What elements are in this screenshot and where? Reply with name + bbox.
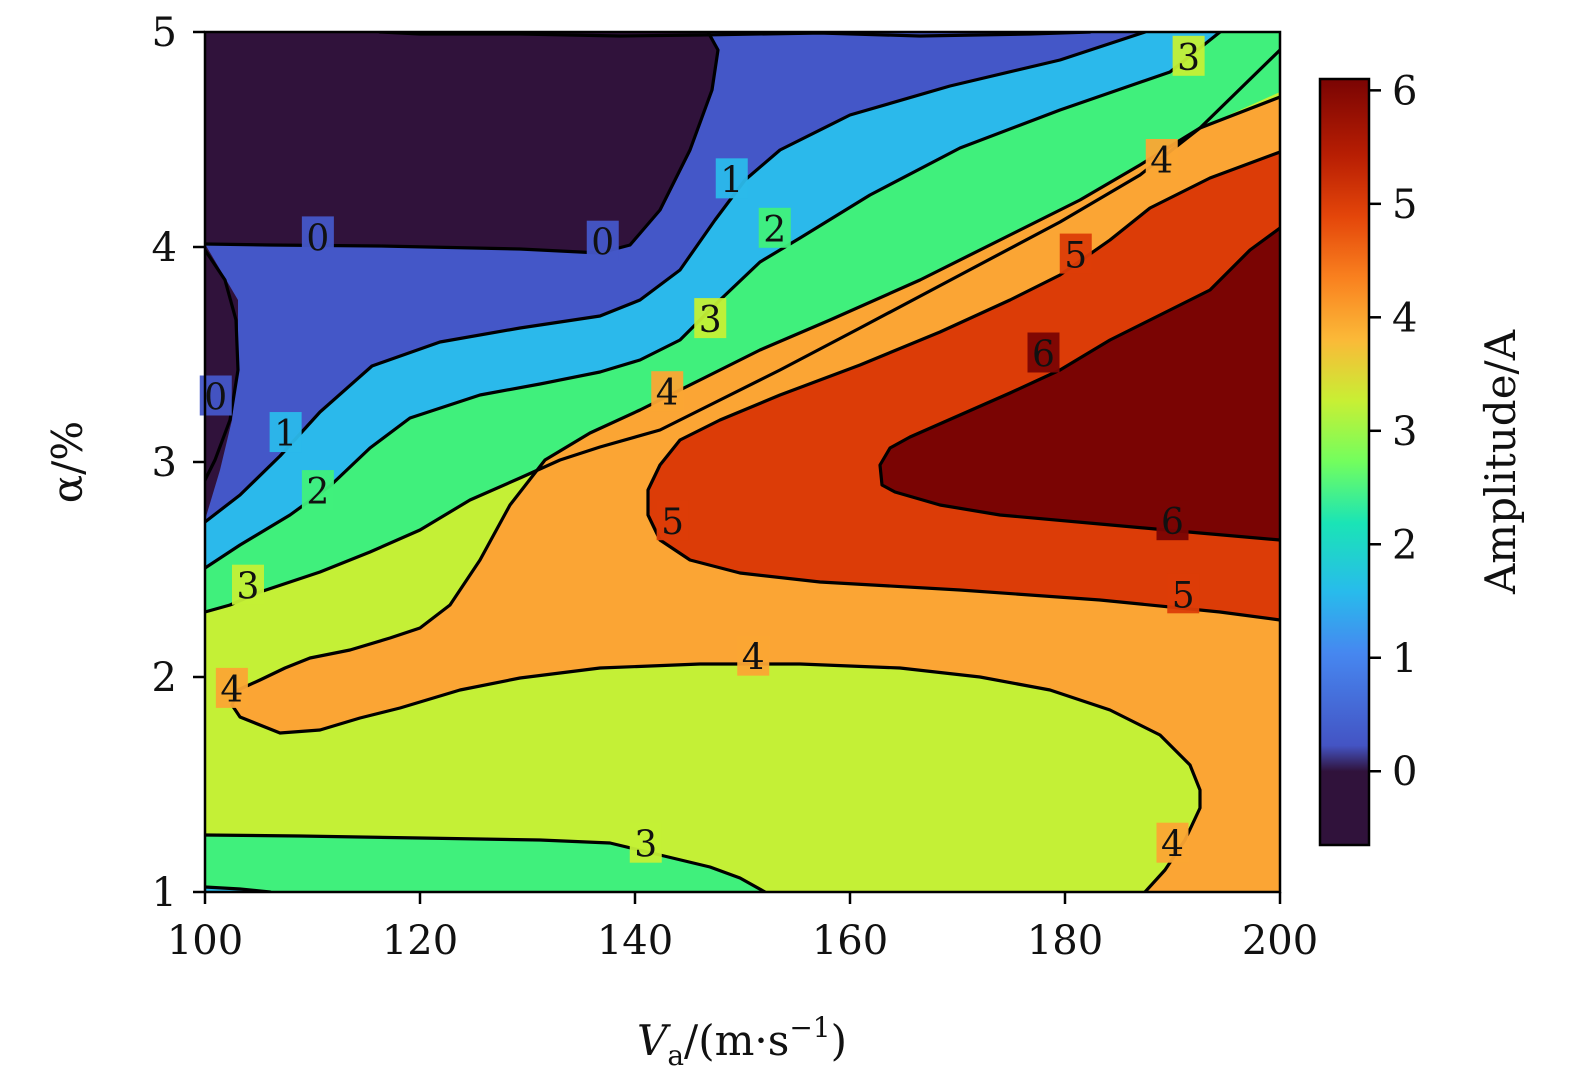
contour-label-14: 4 [1150,141,1173,182]
y-tick-label-1: 2 [152,655,177,701]
contour-label-4: 1 [274,414,297,455]
contour-label-bg-18 [1167,573,1200,614]
contour-line-4-upper [236,95,1280,692]
contour-line-3 [205,48,1280,614]
contour-line-0-top-edge [378,32,1092,38]
x-tick-label-5: 200 [1242,918,1318,964]
contour-label-bg-11 [651,371,684,412]
contour-label-bg-14 [1145,139,1178,179]
contour-label-bg-4 [269,412,302,453]
x-axis-label-sup: −1 [789,1011,830,1044]
x-axis-label-main: V [637,1016,671,1065]
x-axis-label-sub: a [667,1039,684,1072]
contour-label-20: 6 [1161,502,1184,543]
y-tick-label-3: 4 [152,225,177,271]
contour-label-bg-20 [1156,500,1189,541]
colorbar-tick-label-2: 2 [1392,522,1417,568]
colorbar-tick-label-5: 5 [1392,182,1417,228]
contour-label-bg-5 [758,207,791,248]
contour-label-3: 1 [720,160,743,201]
contour-line-0-top [205,32,720,255]
contour-label-bg-17 [1059,233,1092,274]
x-tick-label-1: 120 [382,918,458,964]
contour-line-1 [205,32,1147,524]
contour-label-13: 4 [742,638,765,679]
contour-line-6 [878,226,1280,542]
contour-label-8: 3 [237,567,260,608]
contour-label-bg-7 [694,298,727,339]
contour-label-bg-13 [737,635,770,676]
x-axis-ticks: 100 120 140 160 180 200 [167,892,1318,964]
contour-label-5: 2 [763,210,786,251]
contour-label-bg-19 [1027,332,1060,373]
contour-label-bg-12 [215,667,248,708]
contour-label-bg-9 [1172,35,1205,76]
y-tick-label-2: 3 [152,440,177,486]
band-2-3-bottom [205,835,765,892]
contour-lines [205,32,1280,892]
contour-label-18: 5 [1172,575,1195,616]
contour-label-7: 3 [699,300,722,341]
x-axis-label-close: ) [831,1016,847,1065]
contour-label-bg-8 [232,564,264,605]
contour-line-4-lower [230,662,1202,892]
colorbar-tick-label-3: 3 [1392,409,1417,455]
contour-label-15: 4 [1161,825,1184,866]
colorbar-tick-label-0: 0 [1392,749,1417,795]
contour-label-0: 0 [306,218,329,259]
x-tick-label-0: 100 [167,918,243,964]
colorbar-tick-label-4: 4 [1392,295,1417,341]
contour-label-bg-6 [301,470,334,511]
contour-label-2: 0 [204,378,227,419]
y-tick-label-0: 1 [152,870,177,916]
y-axis-label: α/% [43,421,92,503]
contour-label-6: 2 [306,472,329,513]
colorbar-tick-label-1: 1 [1392,636,1417,682]
contour-line-0-left [205,248,240,482]
colorbar-label: Amplitude/A [1476,329,1525,595]
contour-line-3-bottom [205,833,767,892]
x-tick-label-3: 160 [812,918,888,964]
contour-label-bg-16 [656,500,689,541]
x-axis-label-rest: /(m·s [684,1016,789,1065]
colorbar [1318,77,1371,847]
contour-label-bg-10 [629,822,662,863]
contour-label-bg-0 [301,216,334,257]
contour-label-bg-3 [715,158,748,199]
contour-label-10: 3 [634,825,657,866]
colorbar-tick-label-6: 6 [1392,68,1417,114]
contour-label-16: 5 [661,502,684,543]
y-axis-ticks: 1 2 3 4 5 [152,10,205,916]
y-tick-label-4: 5 [152,10,177,56]
x-tick-label-4: 180 [1027,918,1103,964]
contour-label-9: 3 [1177,38,1200,79]
contour-label-1: 0 [591,223,614,264]
contour-label-bg-15 [1156,822,1189,863]
colorbar-ticks: 0 1 2 3 4 5 6 [1369,68,1417,795]
x-tick-label-2: 140 [597,918,673,964]
x-axis-label: Va/(m·s−1) [637,1011,847,1072]
contour-label-17: 5 [1064,236,1087,277]
contour-label-11: 4 [656,373,679,414]
contour-label-bg-1 [586,220,619,261]
contour-label-12: 4 [220,670,243,711]
contour-label-19: 6 [1032,335,1055,376]
